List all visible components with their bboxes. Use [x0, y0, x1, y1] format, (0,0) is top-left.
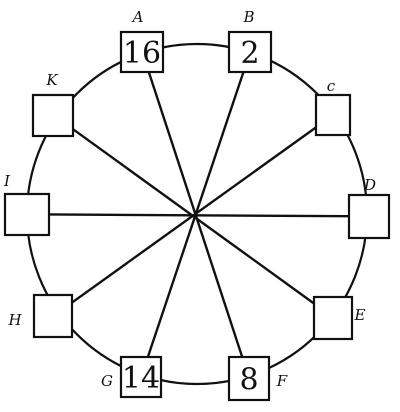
- station-label-i: I: [3, 172, 11, 190]
- station-number-f: 8: [239, 363, 258, 398]
- spoke-d-i: [48, 213, 350, 218]
- station-box-b[interactable]: [227, 30, 273, 74]
- station-label-d: D: [363, 176, 376, 194]
- station-label-b: B: [242, 8, 254, 26]
- station-label-h: H: [7, 311, 22, 329]
- station-box-k[interactable]: [31, 93, 75, 138]
- station-number-g: 14: [122, 361, 160, 396]
- station-label-a: A: [131, 8, 144, 26]
- station-box-f[interactable]: [227, 355, 271, 402]
- station-label-g: G: [101, 372, 113, 390]
- station-box-e[interactable]: [312, 295, 354, 341]
- station-box-a[interactable]: [119, 30, 165, 74]
- station-box-d[interactable]: [347, 193, 391, 240]
- station-box-h[interactable]: [32, 293, 74, 339]
- station-label-f: F: [276, 372, 288, 390]
- stations-group: A 16 B 2 c D E F8 G 14 H I K: [3, 8, 391, 402]
- spoke-e-k: [72, 128, 315, 305]
- station-number-a: 16: [123, 36, 161, 71]
- station-label-k: K: [45, 71, 58, 89]
- station-box-g[interactable]: [119, 355, 163, 399]
- station-label-c: c: [327, 77, 336, 95]
- station-box-c[interactable]: [314, 93, 352, 137]
- spokes-group: [48, 71, 350, 358]
- station-box-i[interactable]: [3, 192, 51, 237]
- station-label-e: E: [354, 306, 366, 324]
- station-number-b: 2: [240, 36, 259, 71]
